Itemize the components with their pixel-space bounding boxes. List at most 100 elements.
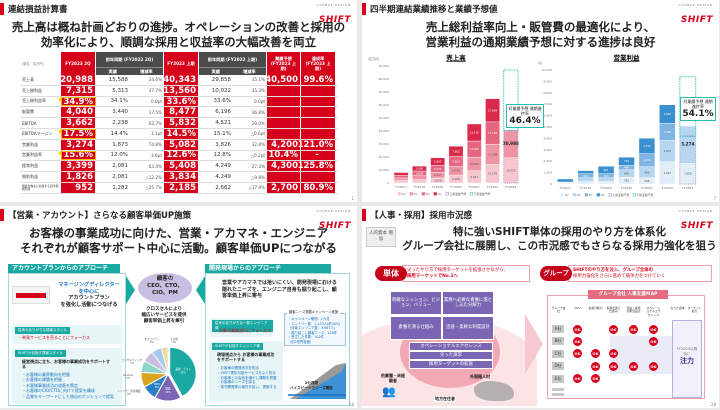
- group-text-line: 採用力強化をさらに進めて競争力をつけていく: [573, 274, 666, 279]
- cell-prev-h1-actual: 12.8%: [213, 152, 231, 159]
- group-pill: グループ: [540, 266, 572, 281]
- bar-segment-FY2022-4Q: [485, 98, 500, 123]
- list-item: ・保守開発等の案件を拾い、提案する: [217, 385, 277, 390]
- row-label: EBITDA: [22, 120, 37, 126]
- y-tick-label: 10,000: [379, 168, 390, 172]
- cell-forecast: [267, 128, 301, 139]
- target-label: 他業種・未経験者: [381, 373, 405, 383]
- headline: 売上総利益率向上・販管費の最適化により、 営業利益の通期業績予想に対する進捗は良好: [362, 20, 719, 50]
- arrow-right-icon: [126, 276, 135, 304]
- campaign-list: ・キャンペーン期間：2カ月 ・エントリー数：1,153人(約50%) （対象エンジニ…: [288, 317, 340, 345]
- list-item: ・お客様の業界動向を把握: [22, 372, 70, 377]
- row-label: 売上総利益: [22, 87, 42, 93]
- service-mix-pie-chart: 品質・テスト42%開発16%PMO9%インフラ・環境構築9%DevOps7%コン…: [117, 337, 197, 402]
- cell-prev-h1-actual: 3,826: [215, 141, 231, 148]
- cell-fy2023-2q: 3,399: [61, 161, 96, 171]
- slide-header: 連結損益計算書: [0, 3, 68, 15]
- cell-prev-2q-change: 0.8pt: [151, 98, 162, 104]
- logo-word: SHIFT: [318, 15, 351, 25]
- table-row: 売上総利益 7,315 5,313 37.7% 13,560 10,022 35.3%: [20, 86, 338, 97]
- logo-word: SHIFT: [318, 221, 351, 231]
- page-number: 28: [710, 402, 716, 407]
- cell-prev-h1-actual: 4,249: [215, 174, 231, 181]
- header-actual: 実績: [211, 69, 220, 74]
- row-label: 売上総利益率: [22, 98, 46, 104]
- headline-line-1: 特に強いSHIFT単体の採用のやり方を体系化: [452, 226, 667, 238]
- cell-prev-h1-actual: 4,249: [215, 163, 231, 170]
- legend-swatch: [632, 193, 636, 197]
- right-approach-header: 開発現場からのアプローチ: [205, 264, 331, 273]
- bar-value-label: 19,355: [506, 168, 515, 172]
- cell-fy2023-2q: 7,315: [61, 86, 96, 96]
- table-row: 親会社株主に帰属する四半期純利益 952 1,282 △25.7% 2,185 2,662…: [20, 183, 338, 194]
- map-column-header: ターゲット拡大: [687, 306, 702, 314]
- bar-value-label: 1,808: [684, 172, 692, 176]
- unit-label: (単位：百万円): [22, 62, 44, 66]
- cell-fy2023-h1: 40,343: [163, 75, 199, 85]
- growth-label-line: ハイスピードでニーズ開拓: [290, 385, 333, 390]
- cell-fy2023-h1: 13,560: [163, 86, 199, 96]
- cell-achievement: [301, 85, 336, 96]
- pie-value: 9%: [127, 392, 132, 396]
- cell-prev-2q-change: 17.5%: [148, 109, 162, 115]
- bar-value-label: 10,463: [470, 162, 479, 166]
- bar-value-label: 5,373: [434, 167, 442, 171]
- list-item: ・品質をキーワードにした独自のポジションで提案: [22, 393, 114, 399]
- caption-line: 幅広いサービスを提供: [141, 312, 187, 318]
- cell-prev-2q-actual: 2,081: [112, 163, 128, 170]
- table-header: (単位：百万円) FY2023 2Q 前年同期 (FY2022 2Q) 実績 増減率…: [20, 52, 338, 75]
- h1-forecast-box: [679, 135, 697, 185]
- cell-prev-h1-change: 35.1%: [251, 77, 265, 83]
- list-item: ・掘り起こし顧客ニーズ：129件: [288, 330, 337, 335]
- cross-sell-caption: クロスセルにより 幅広いサービスを提供 顧客単価上昇を牽引: [130, 307, 198, 324]
- cell-fy2023-2q: 34.9%: [61, 97, 96, 107]
- map-column-header: 素養を測る仕組み: [606, 306, 621, 314]
- row-label: 販管費: [22, 109, 34, 115]
- legend-label: 上期業績予想: [450, 192, 467, 196]
- bar-segment-FY2018-2Q: [577, 177, 594, 182]
- x-tick-label: FY2023: [505, 185, 516, 189]
- map-column-header: グループ会社: [551, 306, 566, 314]
- cell-forecast: [267, 107, 301, 118]
- pie-label: セキュリティ: [144, 337, 160, 341]
- ok-badge: OK: [609, 324, 618, 334]
- solo-text-line: 採用マーケットでNo.1へ: [407, 274, 458, 279]
- header-accent-bar: [362, 209, 366, 221]
- legend-swatch: [608, 193, 612, 197]
- cell-prev-2q-actual: 2,238: [112, 120, 128, 127]
- map-column-header: オペレーショナルエクセレンス: [646, 306, 661, 317]
- row-label: 税前利益: [22, 174, 38, 180]
- page-number: 18: [348, 402, 354, 407]
- logo-tagline: CHANGE DESIGN: [678, 210, 713, 213]
- bar-value-label: 548: [644, 179, 649, 183]
- map-row-label: C社: [552, 349, 564, 358]
- bar-value-label: 1,953: [664, 171, 672, 175]
- list-item: ・SHIFT提供可能サービスをよく知る: [217, 370, 276, 375]
- map-row-placeholder: [552, 388, 564, 391]
- old-engineer-tag: 従来のありがちな一般エンジニア像: [212, 320, 273, 332]
- account-plan-lead: マネージングディレクター を中心に アカウントプラン を強化し活動につなげる: [53, 282, 125, 308]
- new-engineer-list: ・お客様の開発状況を知る ・SHIFT提供可能サービスをよく知る ・お客様との会話を…: [217, 366, 277, 390]
- pie-label: PMO: [154, 382, 160, 386]
- pie-label: インフラ・環境構築: [117, 389, 141, 393]
- pie-slice-2: [144, 373, 169, 398]
- md-card-stripe: [16, 293, 46, 298]
- campaign-box: 顧客ニーズ発掘キャンペーン実施 ・キャンペーン期間：2カ月 ・エントリー数：1,1…: [284, 309, 346, 346]
- y-axis-unit: (百万円): [368, 57, 379, 61]
- md-card-image: [12, 286, 50, 304]
- account-plan-panel: マネージングディレクター を中心に アカウントプラン を強化し活動につなげる 従来のあ…: [8, 273, 126, 406]
- cell-prev-h1-change: △17.9%: [248, 185, 265, 191]
- x-tick-label: FY2022: [662, 186, 673, 190]
- table-row: EBITDA 3,662 2,238 63.7% 5,832 4,521 29.0%: [20, 118, 338, 129]
- star-icon: ★: [57, 127, 64, 136]
- y-tick-label: 5,000: [543, 125, 552, 129]
- header-prev-h1-label: 前年同期 (FY2022 上期): [207, 57, 258, 62]
- page-number: 1: [351, 196, 354, 201]
- ok-badge: OK: [591, 349, 600, 359]
- bar-value-label: 1,636: [664, 112, 672, 116]
- cell-fy2023-2q: 3,274: [61, 140, 96, 150]
- pie-label: DevOps: [123, 373, 134, 377]
- x-tick-label: FY2023: [682, 186, 693, 190]
